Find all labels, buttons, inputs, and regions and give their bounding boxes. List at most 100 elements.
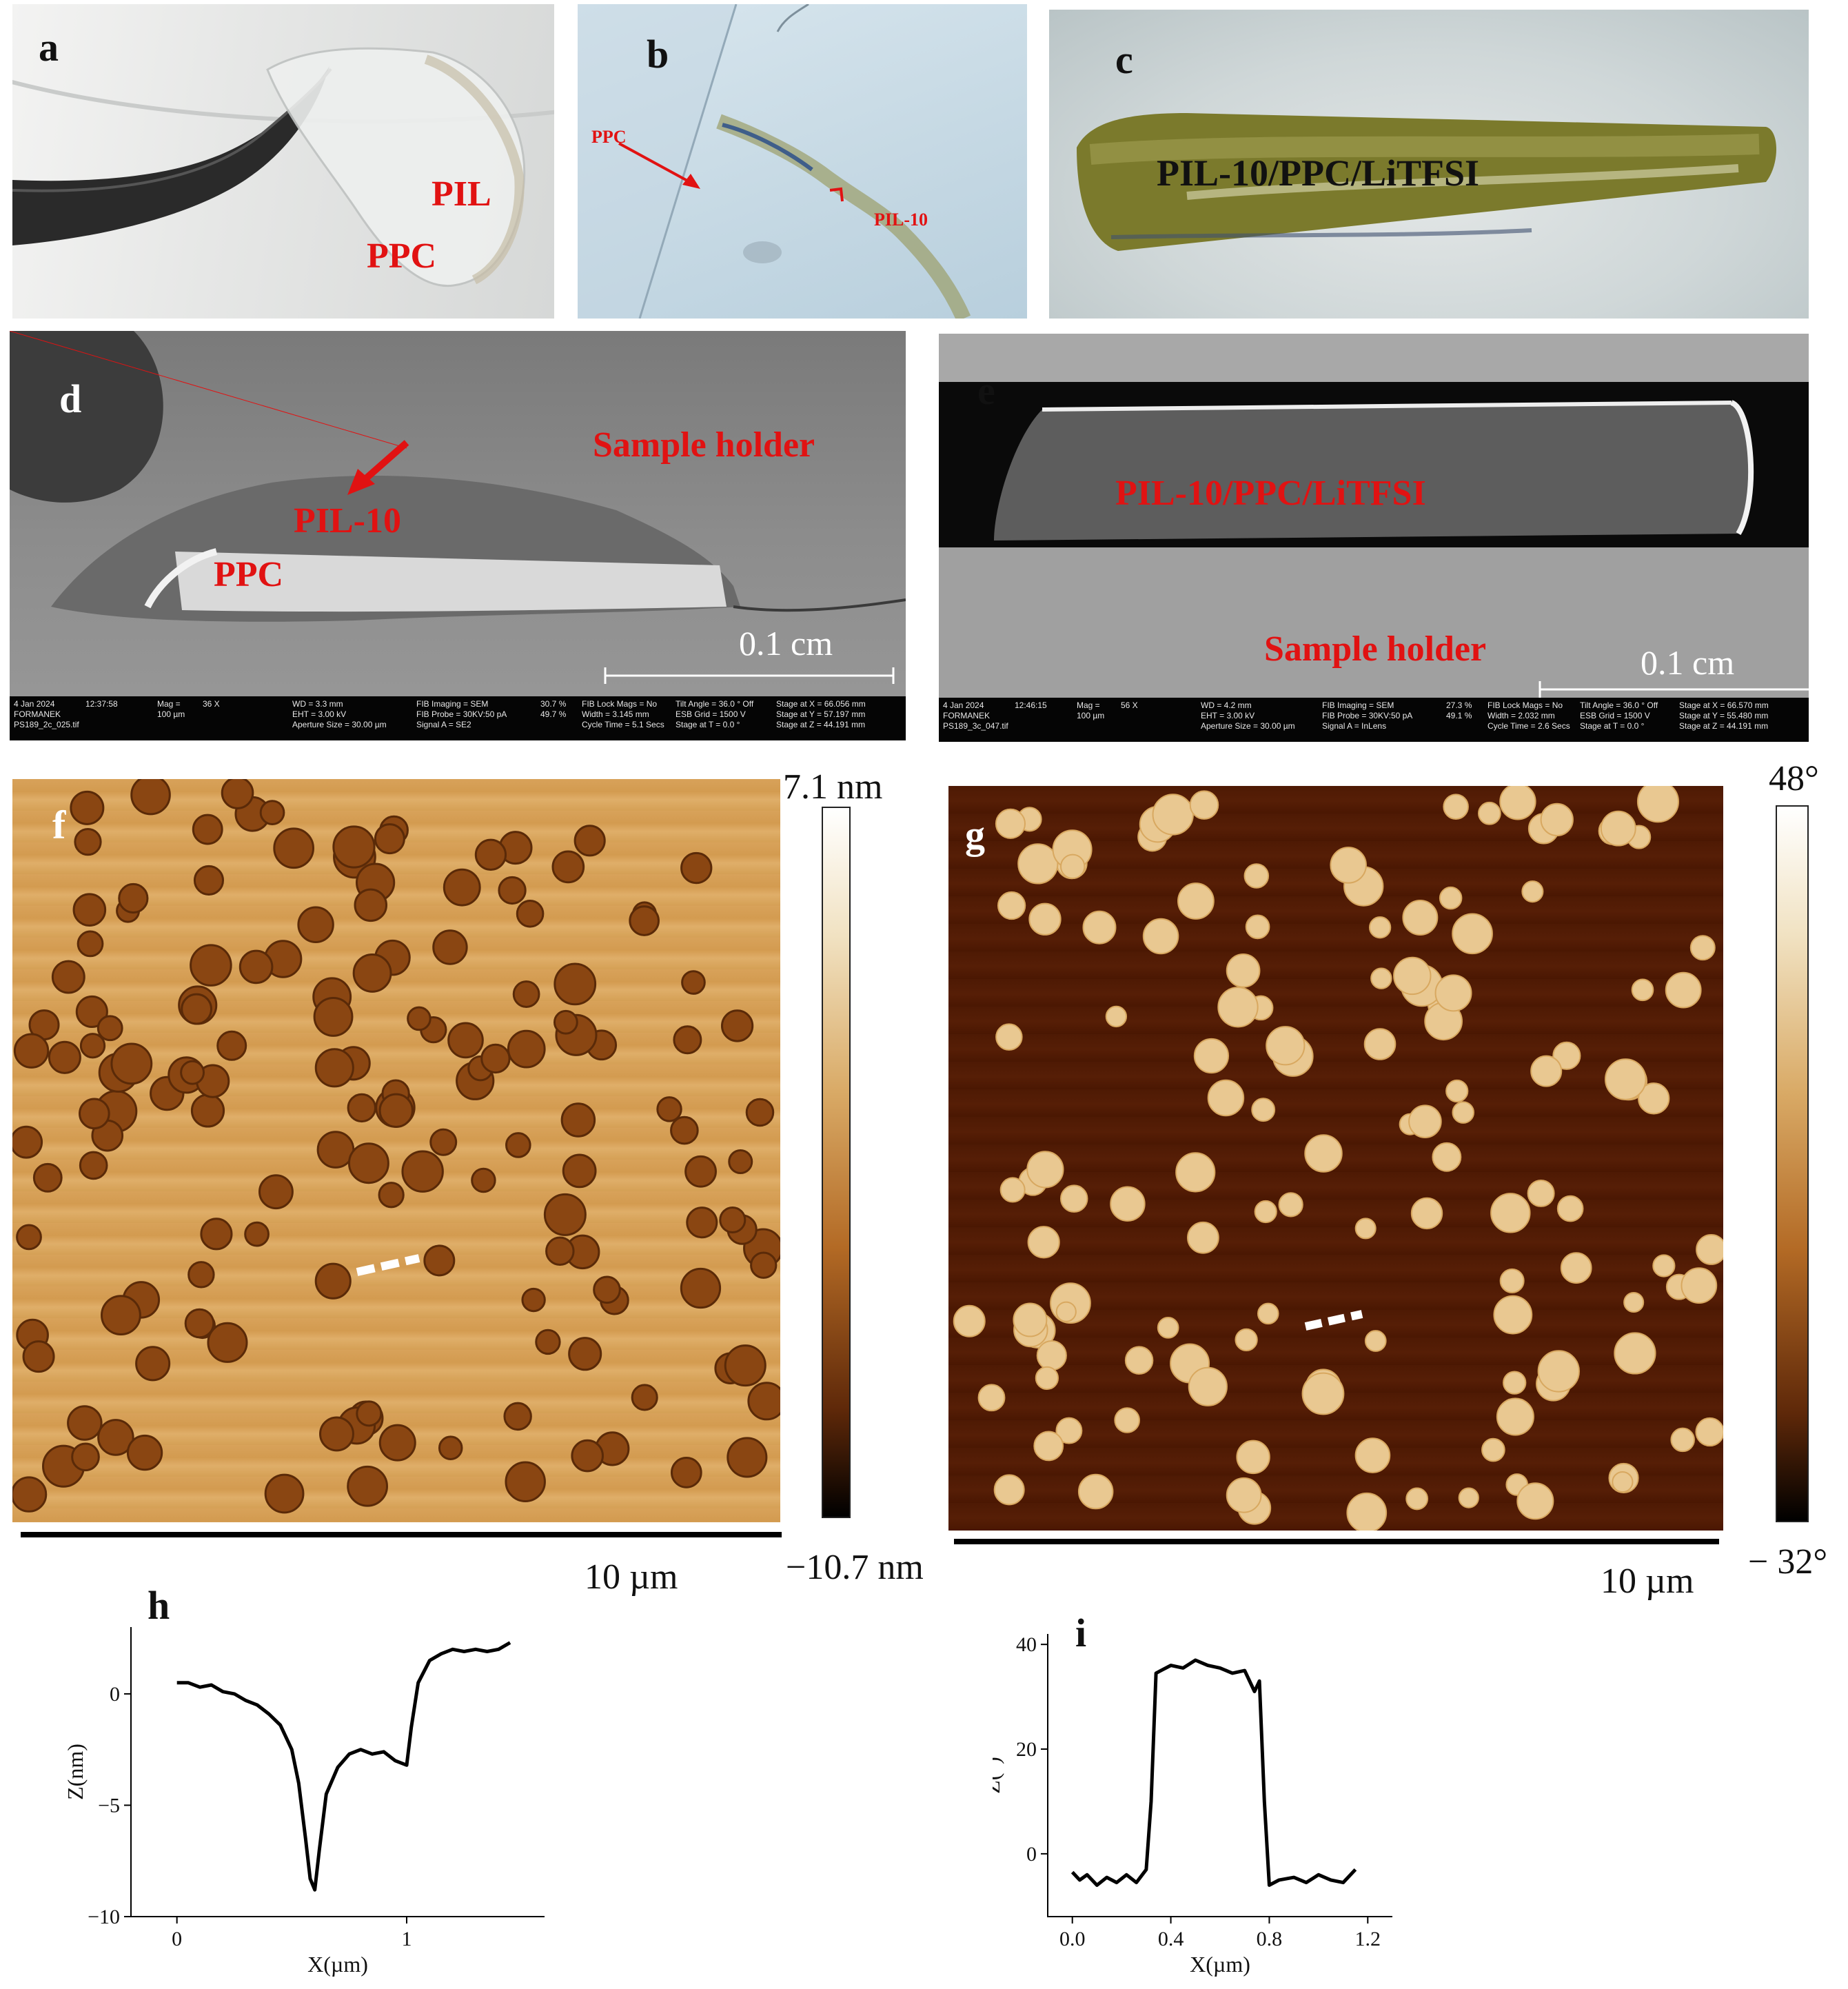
info-stage-x: Stage at X = 66.570 mm [1679, 700, 1769, 710]
height-domain [319, 1416, 354, 1452]
x-tick-label: 1.2 [1355, 1928, 1381, 1950]
info-stage-t: Stage at T = 0.0 ° [1580, 721, 1645, 731]
height-domain [273, 827, 314, 869]
sem-info-bar: 4 Jan 2024 12:37:58 FORMANEK PS189_2c_02… [10, 696, 906, 740]
height-domain [401, 1150, 444, 1193]
ppc-label: PPC [591, 127, 627, 147]
phase-domain [1527, 1179, 1555, 1207]
composite-label: PIL-10/PPC/LiTFSI [1157, 152, 1480, 194]
height-domain [354, 888, 388, 922]
info-stage-y: Stage at Y = 55.480 mm [1679, 711, 1769, 720]
height-domain [512, 980, 540, 1008]
info-aperture: Aperture Size = 30.00 µm [292, 720, 387, 729]
height-domain [447, 1022, 484, 1059]
height-domain [554, 962, 597, 1006]
info-fib-probe: FIB Probe = 30KV:50 pA [416, 709, 507, 719]
height-domain [521, 1287, 546, 1313]
info-stage-z: Stage at Z = 44.191 mm [776, 720, 866, 729]
height-domain [314, 1262, 352, 1300]
phase-domain [1370, 967, 1392, 989]
height-domain [423, 1244, 456, 1277]
phase-domain [1266, 1026, 1306, 1066]
y-tick-label: −5 [98, 1794, 120, 1817]
y-tick-label: 20 [1016, 1738, 1037, 1761]
phase-domain [1027, 1226, 1060, 1259]
info-fib-imaging: FIB Imaging = SEM [416, 699, 489, 709]
info-file: PS189_3c_047.tif [943, 721, 1008, 731]
phase-domain [1059, 854, 1086, 880]
info-time: 12:37:58 [85, 699, 118, 709]
scale-label: 0.1 cm [1641, 643, 1735, 682]
axis-frame [130, 1627, 545, 1917]
height-domain [238, 949, 274, 985]
height-domain [378, 1093, 414, 1129]
phase-domain [995, 808, 1026, 839]
height-domain [443, 868, 481, 907]
panel-label-e: e [977, 368, 995, 413]
photo-b-illustration [578, 4, 971, 319]
phase-domain [1236, 1440, 1270, 1475]
phase-domain [1110, 1186, 1146, 1222]
phase-domain [1493, 1295, 1533, 1335]
phase-domain [1443, 794, 1469, 820]
height-domain [747, 1382, 780, 1421]
phase-domain [1055, 1301, 1077, 1322]
height-domain [48, 1040, 81, 1074]
height-domain [553, 1009, 578, 1035]
sem-panel-d: d Sample holder PIL-10 PPC 0.1 cm 4 Jan … [10, 331, 906, 740]
info-signal: Signal A = SE2 [416, 720, 471, 729]
photo-c-illustration [1077, 113, 1776, 251]
sample-holder-label: Sample holder [1264, 629, 1487, 669]
panel-label-b: b [647, 32, 669, 77]
profile-line-g [1304, 1310, 1363, 1331]
height-domain [505, 1132, 531, 1158]
phase-domain [1402, 900, 1439, 936]
composite-label: PIL-10/PPC/LiTFSI [1115, 474, 1426, 513]
phase-domain [1175, 1152, 1216, 1193]
phase-domain [995, 1023, 1023, 1051]
panel-label-i: i [1075, 1611, 1087, 1655]
afm-phase-features [953, 786, 1723, 1531]
info-date: 4 Jan 2024 [943, 700, 984, 710]
info-mag-val: 56 X [1121, 700, 1138, 710]
phase-domain [1604, 1058, 1647, 1100]
phase-domain [1638, 1082, 1670, 1115]
scale-bar-g [954, 1539, 1719, 1544]
phase-domain [1226, 953, 1261, 988]
phase-domain [1452, 1101, 1474, 1124]
sem-panel-e: e PIL-10/PPC/LiTFSI Sample holder 0.1 cm… [939, 334, 1809, 742]
x-tick-label: 0 [172, 1928, 182, 1950]
phase-domain [1681, 1267, 1718, 1304]
phase-domain [1189, 790, 1219, 820]
height-domain [535, 1329, 561, 1355]
scale-bar-f [21, 1532, 782, 1537]
info-fib-imaging: FIB Imaging = SEM [1322, 700, 1394, 710]
height-domain [352, 953, 392, 993]
height-domain [75, 995, 108, 1029]
height-domain [77, 930, 104, 958]
height-domain [216, 1030, 247, 1061]
height-domain [670, 1457, 702, 1488]
height-domain [190, 944, 232, 987]
ppc-label: PPC [214, 555, 284, 594]
height-domain [728, 1149, 753, 1175]
info-stage-x: Stage at X = 66.056 mm [776, 699, 866, 709]
pil-label: PIL [431, 174, 491, 214]
height-domain [184, 1308, 215, 1339]
height-domain [118, 882, 149, 914]
height-domain [347, 1093, 376, 1123]
info-esb: ESB Grid = 1500 V [1580, 711, 1650, 720]
info-date: 4 Jan 2024 [14, 699, 55, 709]
height-domain [719, 1206, 747, 1233]
height-domain [244, 1221, 270, 1247]
profile-series-line [176, 1641, 511, 1892]
height-domain [374, 823, 405, 855]
height-domain [22, 1340, 55, 1373]
phase-domain [1235, 1328, 1258, 1352]
info-stage-y: Stage at Y = 57.197 mm [776, 709, 866, 719]
phase-domain [1207, 1079, 1245, 1117]
phase-domain [1499, 786, 1536, 820]
phase-domain [993, 1474, 1025, 1506]
height-domain [192, 814, 223, 845]
height-domain [438, 1435, 463, 1460]
